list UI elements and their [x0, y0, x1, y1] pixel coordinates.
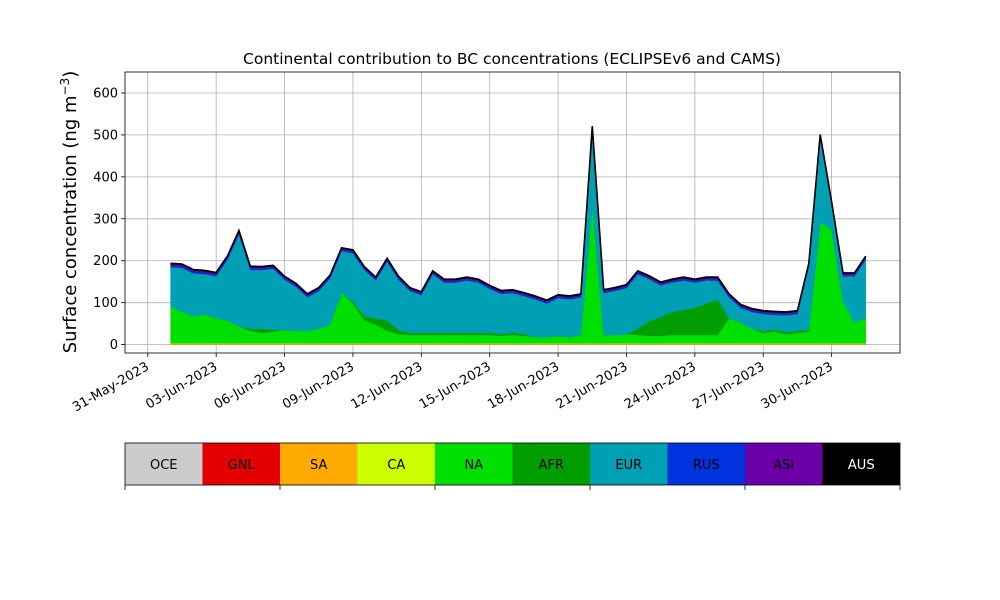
legend: OCE GNL SA CA NA AFR EUR RUS ASI AUS	[124, 442, 901, 490]
legend-swatch-aus	[822, 443, 900, 485]
y-axis-label: Surface concentration (ng m−3)	[58, 71, 81, 354]
legend-label-afr: AFR	[539, 458, 564, 473]
y-tick-label: 300	[93, 212, 118, 227]
x-tick-label: 12-Jun-2023	[349, 359, 426, 412]
y-tick-label: 200	[93, 254, 118, 269]
total-outline	[170, 126, 867, 313]
legend-frame	[124, 442, 901, 486]
y-tick-label: 500	[93, 128, 118, 143]
legend-swatch-na	[435, 443, 513, 485]
x-tick-label: 09-Jun-2023	[280, 359, 357, 412]
plot-frame	[124, 71, 901, 354]
legend-label-eur: EUR	[615, 458, 642, 473]
x-tick-label: 30-Jun-2023	[759, 359, 836, 412]
legend-swatch-ca	[357, 443, 435, 485]
x-tick-label: 24-Jun-2023	[622, 359, 699, 412]
legend-label-oce: OCE	[150, 458, 178, 473]
legend-label-ca: CA	[387, 458, 405, 473]
legend-swatch-gnl	[202, 443, 280, 485]
legend-swatch-rus	[667, 443, 745, 485]
y-tick-label: 100	[93, 296, 118, 311]
x-tick-label: 15-Jun-2023	[417, 359, 494, 412]
chart-title: Continental contribution to BC concentra…	[243, 50, 781, 68]
y-tick-label: 400	[93, 170, 118, 185]
x-tick-label: 18-Jun-2023	[485, 359, 562, 412]
x-tick-label: 27-Jun-2023	[690, 359, 767, 412]
legend-label-aus: AUS	[848, 458, 875, 473]
x-tick-label: 21-Jun-2023	[554, 359, 631, 412]
plot-area: 0 100 200 300 400 500 600 31-May-202303-Jun-20…	[70, 71, 901, 415]
legend-label-na: NA	[464, 458, 483, 473]
x-tick-label: 03-Jun-2023	[143, 359, 220, 412]
y-tick-label: 600	[93, 86, 118, 101]
legend-label-asi: ASI	[773, 458, 794, 473]
x-axis: 31-May-202303-Jun-202306-Jun-202309-Jun-…	[70, 353, 836, 415]
legend-label-rus: RUS	[693, 458, 720, 473]
legend-swatch-sa	[280, 443, 358, 485]
legend-swatch-oce	[125, 443, 203, 485]
legend-label-gnl: GNL	[228, 458, 256, 473]
legend-label-sa: SA	[310, 458, 327, 473]
y-tick-label: 0	[110, 338, 118, 353]
legend-swatch-asi	[745, 443, 823, 485]
x-tick-label: 31-May-2023	[70, 359, 152, 415]
legend-swatch-afr	[512, 443, 590, 485]
x-tick-label: 06-Jun-2023	[212, 359, 289, 412]
legend-swatch-eur	[590, 443, 668, 485]
series-layer	[170, 126, 867, 345]
y-axis: 0 100 200 300 400 500 600	[93, 86, 125, 353]
